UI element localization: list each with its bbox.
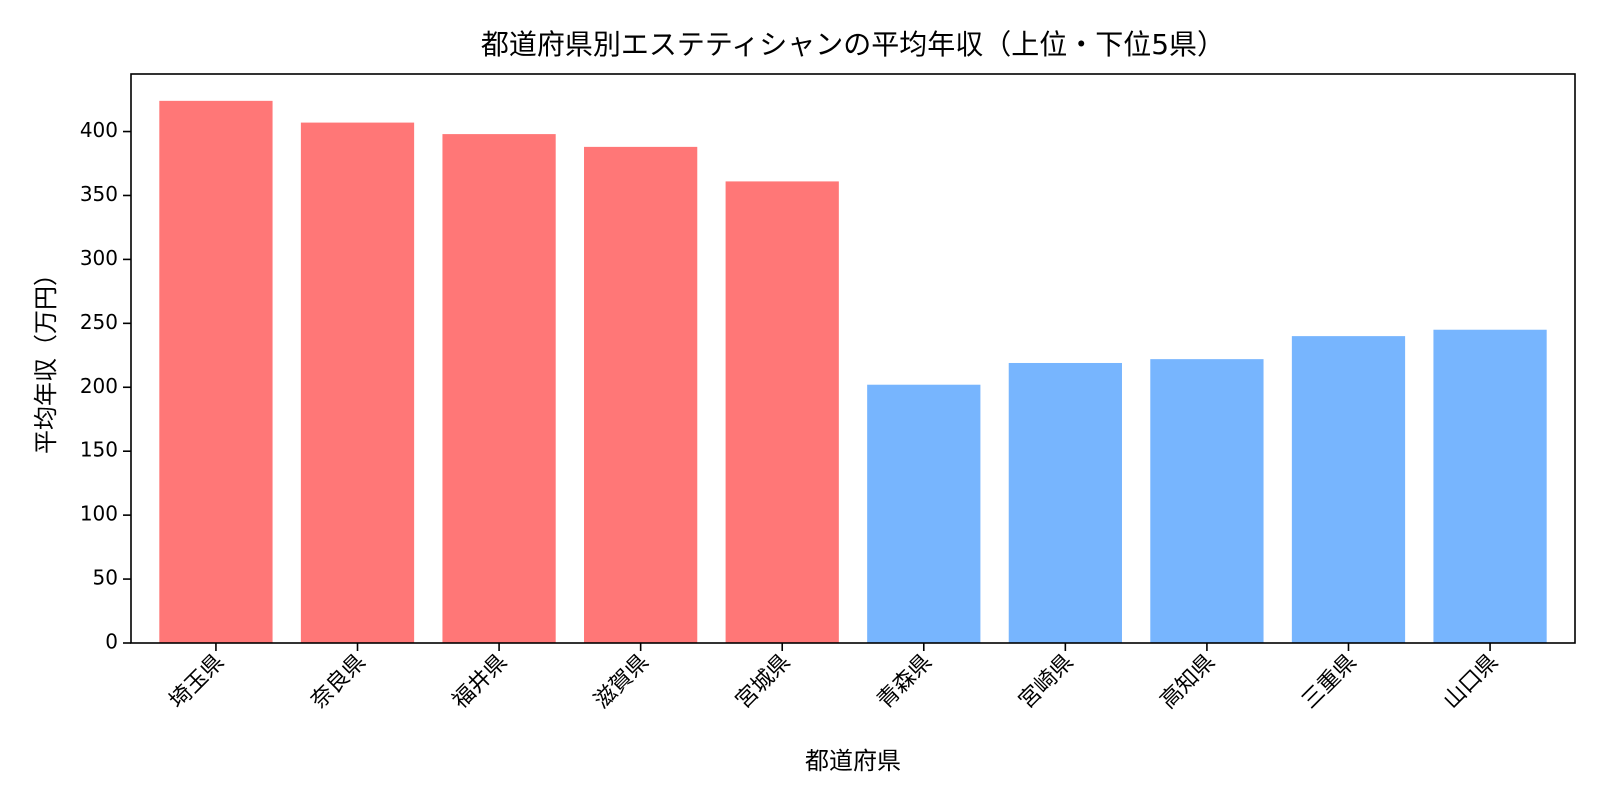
bar-8 — [1150, 359, 1264, 643]
x-tick-label: 宮城県 — [731, 650, 795, 714]
bars-layer — [159, 100, 1547, 644]
bar-2 — [300, 122, 415, 644]
y-tick-label: 100 — [80, 502, 118, 526]
bar-4 — [584, 146, 698, 643]
y-axis-label: 平均年収（万円） — [32, 262, 60, 454]
y-tick-label: 0 — [105, 630, 118, 654]
y-tick-label: 200 — [80, 374, 118, 398]
y-tick-label: 150 — [80, 438, 118, 462]
x-tick-label: 高知県 — [1156, 650, 1220, 714]
x-tick-label: 青森県 — [873, 650, 937, 714]
y-tick-label: 50 — [93, 566, 118, 590]
y-tick-label: 350 — [80, 182, 118, 206]
bar-7 — [1008, 362, 1122, 643]
x-tick-label: 山口県 — [1439, 650, 1503, 714]
bar-10 — [1433, 329, 1547, 643]
bar-9 — [1291, 336, 1406, 643]
plot-area-frame — [130, 73, 1576, 644]
x-axis-label: 都道府県 — [805, 747, 901, 775]
x-tick-label: 埼玉県 — [165, 650, 229, 714]
bar-1 — [159, 100, 273, 644]
x-tick-label: 滋賀県 — [590, 650, 654, 714]
y-tick-label: 250 — [80, 310, 118, 334]
x-axis-ticks: 埼玉県 奈良県 福井県 滋賀県 宮城県 青森県 宮崎県 高知県 三重県 山口県 — [165, 643, 1503, 714]
x-tick-label: 三重県 — [1297, 650, 1361, 714]
y-axis-ticks: 0 50 100 150 200 250 300 350 400 — [80, 118, 131, 654]
bar-6 — [867, 384, 981, 643]
x-tick-label: 宮崎県 — [1014, 650, 1078, 714]
x-tick-label: 奈良県 — [306, 650, 370, 714]
x-tick-label: 福井県 — [448, 650, 512, 714]
y-tick-label: 400 — [80, 118, 118, 142]
bar-5 — [725, 181, 839, 643]
chart-title: 都道府県別エステティシャンの平均年収（上位・下位5県） — [481, 28, 1225, 61]
y-tick-label: 300 — [80, 246, 118, 270]
bar-3 — [442, 134, 556, 643]
